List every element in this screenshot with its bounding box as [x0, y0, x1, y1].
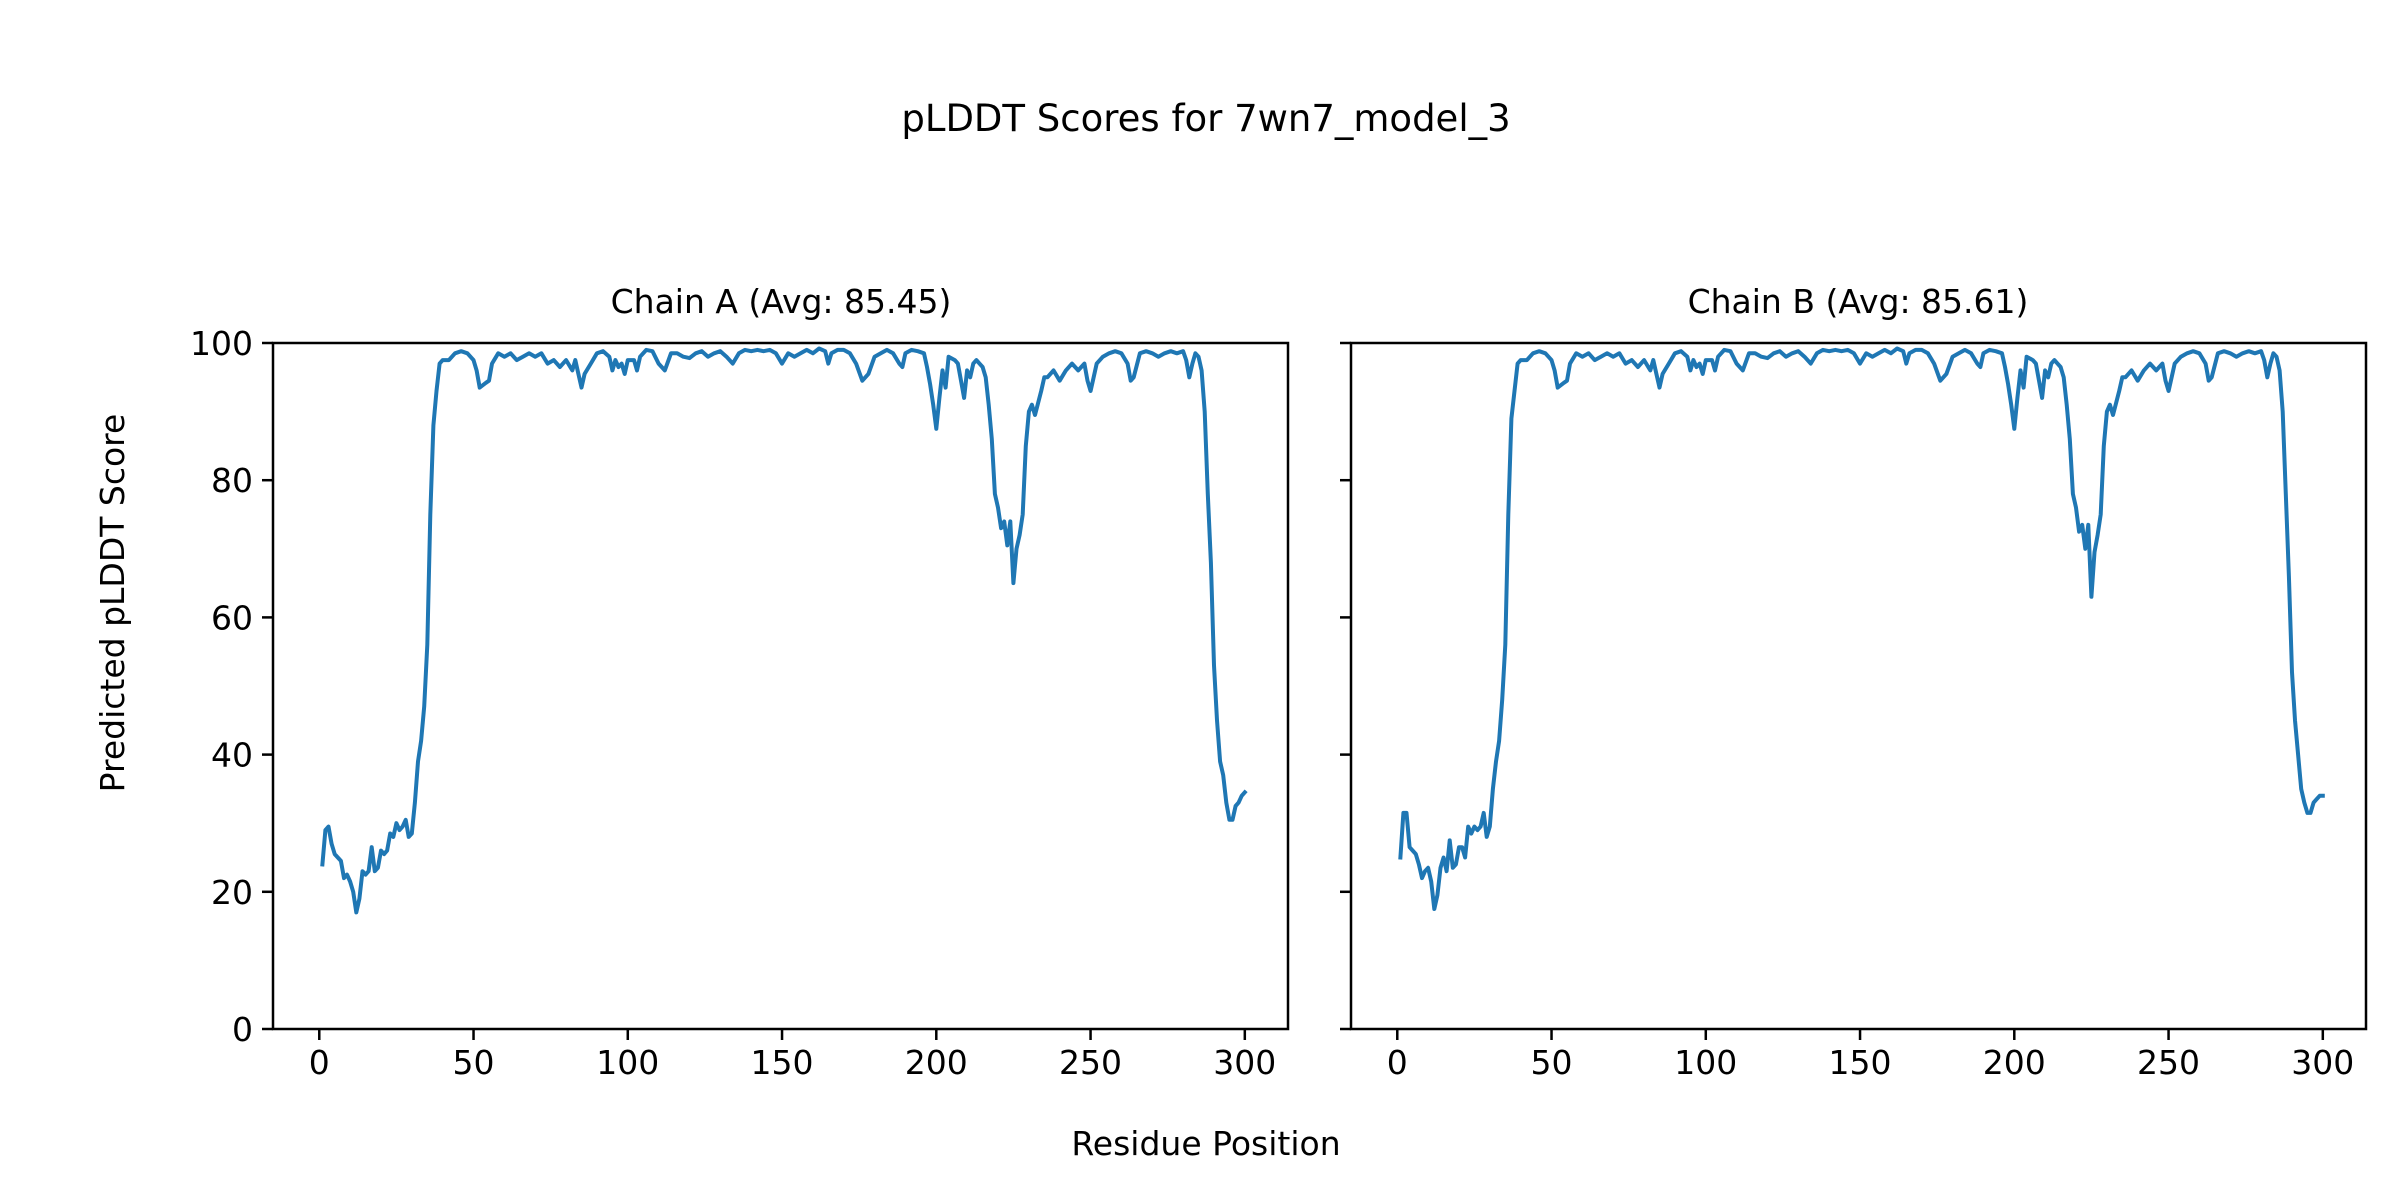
- chain-a-axes-frame: [271, 341, 1290, 1031]
- chain-a-x-tick-label: 150: [751, 1043, 814, 1082]
- chain-a-x-tick-label: 100: [596, 1043, 659, 1082]
- chain-b-title: Chain B (Avg: 85.61): [1688, 282, 2029, 321]
- chain-a-y-tick-label: 40: [211, 736, 253, 775]
- chain-b-ticks: 0 50 100 150 200 250 300: [1340, 341, 2354, 1082]
- chain-b-plot-area: [1398, 346, 2325, 911]
- x-axis-label: Residue Position: [1071, 1124, 1340, 1163]
- chain-b-x-tick-label: 50: [1531, 1043, 1573, 1082]
- chain-b-series-line: [1398, 346, 2325, 911]
- chain-a-panel: Chain A (Avg: 85.45) 0 50 100 150 200 250 3000…: [190, 282, 1290, 1082]
- chain-b-x-tick-label: 0: [1387, 1043, 1408, 1082]
- chain-b-panel: Chain B (Avg: 85.61) 0 50 100 150 200 250 300: [1340, 282, 2368, 1082]
- chain-a-x-tick-label: 200: [905, 1043, 968, 1082]
- chain-b-x-tick-label: 300: [2291, 1043, 2354, 1082]
- chain-a-y-tick-label: 100: [190, 324, 253, 363]
- chain-a-y-tick-label: 0: [232, 1010, 253, 1049]
- figure-title: pLDDT Scores for 7wn7_model_3: [901, 97, 1510, 140]
- chain-b-x-tick-label: 250: [2137, 1043, 2200, 1082]
- chain-b-axes-frame: [1349, 341, 2368, 1031]
- chain-a-y-tick-label: 60: [211, 598, 253, 637]
- chain-a-x-tick-label: 250: [1059, 1043, 1122, 1082]
- chain-b-x-tick-label: 200: [1983, 1043, 2046, 1082]
- chain-b-x-tick-label: 100: [1674, 1043, 1737, 1082]
- chain-a-series-line: [320, 346, 1248, 915]
- chain-a-y-tick-label: 20: [211, 873, 253, 912]
- chain-a-title: Chain A (Avg: 85.45): [611, 282, 952, 321]
- chain-a-y-tick-label: 80: [211, 461, 253, 500]
- chain-a-x-tick-label: 300: [1213, 1043, 1276, 1082]
- y-axis-label: Predicted pLDDT Score: [93, 414, 132, 793]
- chain-a-ticks: 0 50 100 150 200 250 300 0 20 40 60 80 100: [190, 324, 1276, 1082]
- chain-a-x-tick-label: 50: [453, 1043, 495, 1082]
- chain-b-x-tick-label: 150: [1829, 1043, 1892, 1082]
- chain-a-plot-area: [320, 346, 1248, 915]
- chain-a-x-tick-label: 0: [309, 1043, 330, 1082]
